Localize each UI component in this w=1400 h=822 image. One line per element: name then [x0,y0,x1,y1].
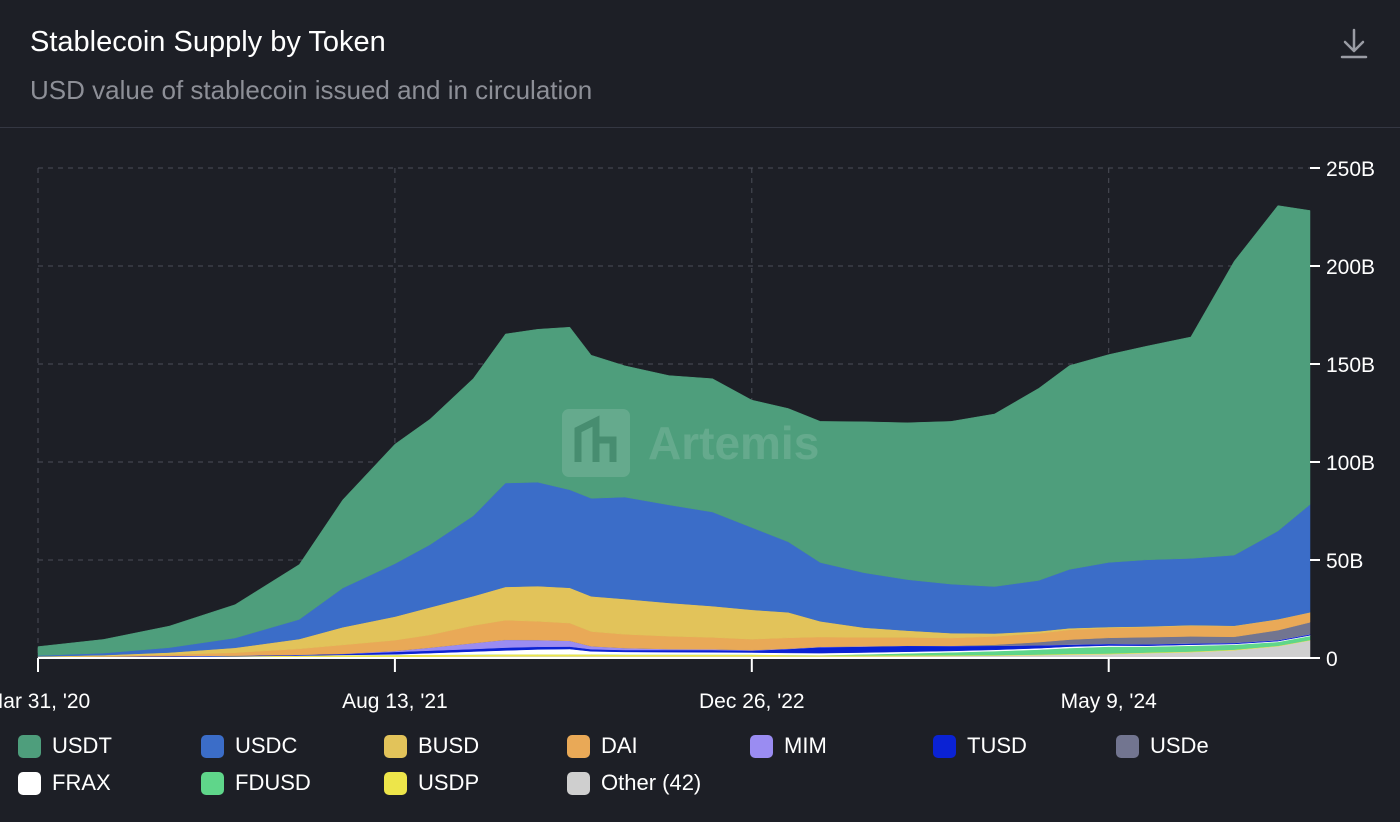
legend-item-other-42[interactable]: Other (42) [567,770,701,796]
x-tick-label: May 9, '24 [1061,690,1158,713]
legend-label: FDUSD [235,770,311,795]
legend-item-usdc[interactable]: USDC [201,733,297,759]
download-icon [1340,28,1368,59]
legend-label: BUSD [418,733,480,758]
legend-label: MIM [784,733,827,758]
legend-item-dai[interactable]: DAI [567,733,638,759]
watermark-text: Artemis [648,417,819,469]
chart-title: Stablecoin Supply by Token [30,26,386,58]
legend-item-busd[interactable]: BUSD [384,733,479,759]
legend-label: TUSD [967,733,1027,758]
y-tick-label: 0 [1326,648,1338,671]
legend-swatch [201,771,224,795]
legend-swatch [933,734,956,758]
artemis-logo-icon [562,409,630,477]
legend-swatch [18,771,41,795]
legend-item-tusd[interactable]: TUSD [933,733,1027,759]
legend-swatch [750,734,773,758]
legend-item-frax[interactable]: FRAX [18,770,111,796]
legend-label: FRAX [52,770,111,795]
legend-item-fdusd[interactable]: FDUSD [201,770,311,796]
legend-item-mim[interactable]: MIM [750,733,827,759]
legend-label: Other (42) [601,770,702,795]
x-tick-label: Aug 13, '21 [342,690,448,713]
download-button[interactable] [1336,26,1372,62]
axes: 250B 200B 150B 100B 50B 0 Mar 31, '20 Aug 13, '… [0,158,1375,713]
x-tick-label: Mar 31, '20 [0,690,90,713]
legend-swatch [567,771,590,795]
legend-label: USDT [52,733,112,758]
legend-swatch [201,734,224,758]
y-tick-label: 200B [1326,256,1375,279]
chart-subtitle: USD value of stablecoin issued and in ci… [30,75,593,105]
watermark: Artemis [562,409,819,477]
stacked-area-chart: Artemis 250B 200B 150B 100B 50B 0 Mar 31, '20 A… [0,158,1375,713]
series-areas [37,205,1311,659]
legend-label: USDP [418,770,480,795]
legend-item-usdt[interactable]: USDT [18,733,112,759]
legend-item-usdp[interactable]: USDP [384,770,479,796]
y-tick-label: 50B [1326,550,1363,573]
legend-item-usde[interactable]: USDe [1116,733,1209,759]
y-tick-label: 100B [1326,452,1375,475]
legend-swatch [384,771,407,795]
legend-label: USDe [1150,733,1209,758]
legend-swatch [384,734,407,758]
legend-swatch [567,734,590,758]
y-tick-label: 250B [1326,158,1375,181]
y-tick-label: 150B [1326,354,1375,377]
x-tick-label: Dec 26, '22 [699,690,805,713]
legend-label: USDC [235,733,298,758]
legend-swatch [18,734,41,758]
legend-swatch [1116,734,1139,758]
area-usdt[interactable] [37,205,1311,656]
chart-header: Stablecoin Supply by Token USD value of … [0,0,1400,128]
legend-label: DAI [601,733,638,758]
